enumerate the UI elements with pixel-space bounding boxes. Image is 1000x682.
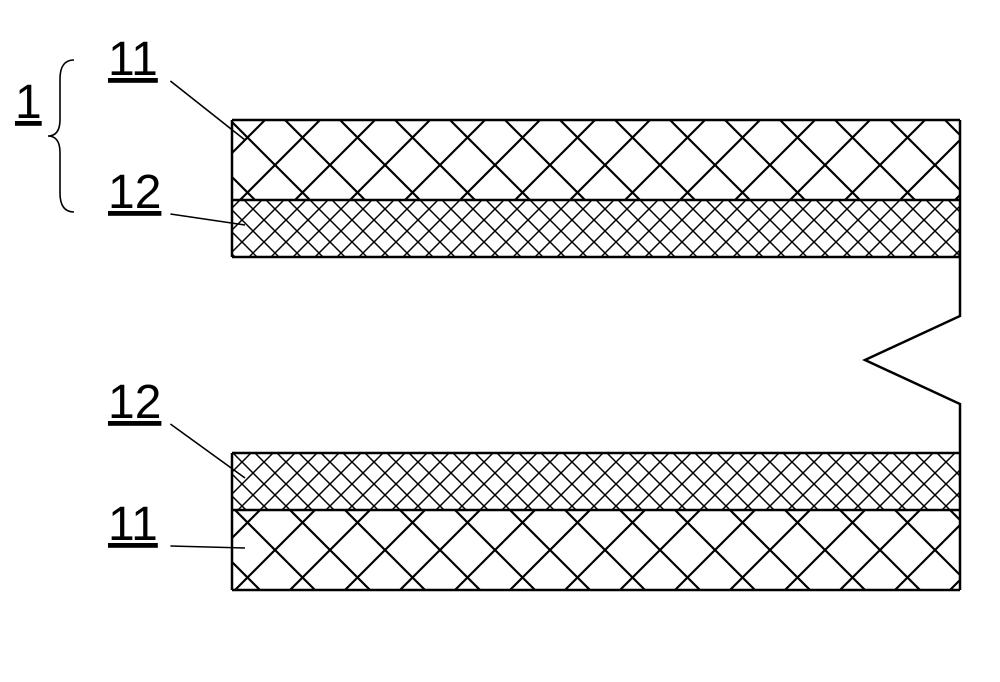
layer-top_inner	[232, 200, 960, 257]
technical-diagram: 111121211	[0, 0, 1000, 682]
label-l11_a: 11	[108, 33, 158, 86]
label-group: 1	[15, 76, 42, 129]
leader-l11_a	[170, 81, 245, 140]
layer-bot_outer	[232, 510, 960, 590]
label-l11_b: 11	[108, 498, 158, 551]
label-l12_b: 12	[108, 376, 161, 429]
leader-l12_b	[170, 424, 245, 478]
layers-group	[232, 120, 960, 590]
group-brace	[48, 60, 74, 212]
layer-top_outer	[232, 120, 960, 200]
label-l12_a: 12	[108, 166, 161, 219]
layer-bot_inner	[232, 453, 960, 510]
